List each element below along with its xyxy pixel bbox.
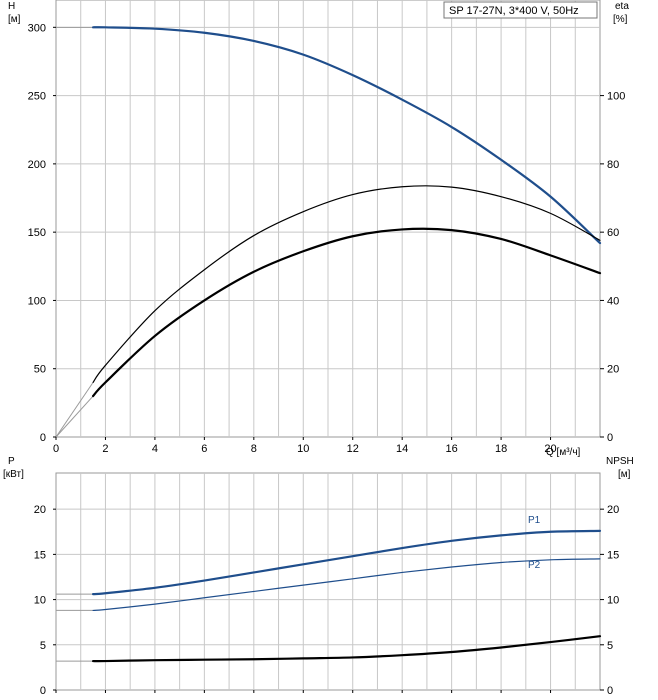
top-ticks: 0 2 4 6 8 10 12 14 16 18 2005010015020025030002040… [28, 22, 626, 455]
x-tick-label: 16 [446, 443, 458, 455]
x-tick-label: 6 [201, 443, 207, 455]
top-series-0-line [91, 26, 602, 245]
chart-title: SP 17-27N, 3*400 V, 50Hz [449, 5, 579, 17]
bottom-left-tick-label: 0 [40, 685, 46, 697]
x-tick-label: 18 [495, 443, 507, 455]
bottom-right-tick-label: 20 [607, 504, 619, 516]
bottom-right-axis-unit: [м] [618, 469, 631, 480]
top-series-2-extrapolation [55, 395, 94, 438]
bottom-left-tick-label: 5 [40, 640, 46, 652]
bottom-right-tick-label: 10 [607, 595, 619, 607]
top-series-1-extrapolation [55, 382, 94, 438]
x-tick-label: 20 [544, 443, 556, 455]
bottom-left-tick-label: 20 [34, 504, 46, 516]
head-efficiency-panel: 0 2 4 6 8 10 12 14 16 18 2005010015020025030002040… [8, 0, 629, 458]
bottom-right-tick-label: 5 [607, 640, 613, 652]
top-left-tick-label: 200 [28, 159, 46, 171]
top-curves [55, 26, 602, 438]
top-right-tick-label: 100 [607, 91, 625, 103]
top-left-tick-label: 150 [28, 227, 46, 239]
bottom-left-tick-label: 15 [34, 549, 46, 561]
bottom-left-tick-label: 10 [34, 595, 46, 607]
bottom-series-1-line [92, 558, 601, 612]
series-label-p2: P2 [528, 560, 541, 571]
top-right-axis-name: eta [615, 1, 629, 12]
top-left-tick-label: 0 [40, 432, 46, 444]
bottom-series-0-line [91, 529, 602, 596]
top-right-tick-label: 0 [607, 432, 613, 444]
top-right-tick-label: 40 [607, 295, 619, 307]
x-tick-label: 12 [347, 443, 359, 455]
bottom-curves [56, 529, 602, 663]
bottom-right-tick-label: 15 [607, 549, 619, 561]
top-right-tick-label: 60 [607, 227, 619, 239]
top-right-tick-label: 80 [607, 159, 619, 171]
power-npsh-panel: 0 5 10 15 20 0 5 10 15 20 P [кВт] NPSH [м] P1 P2 [3, 456, 634, 697]
top-left-tick-label: 250 [28, 91, 46, 103]
x-axis-label: Q [м³/ч] [546, 447, 581, 458]
x-tick-label: 4 [152, 443, 158, 455]
chart-title-box: SP 17-27N, 3*400 V, 50Hz [443, 1, 598, 19]
top-series-2-line [91, 227, 602, 398]
series-label-p1: P1 [528, 515, 541, 526]
bottom-right-axis-name: NPSH [606, 456, 634, 467]
x-tick-label: 0 [53, 443, 59, 455]
top-left-axis-unit: [м] [8, 14, 21, 25]
top-left-tick-label: 300 [28, 22, 46, 34]
x-tick-label: 10 [297, 443, 309, 455]
bottom-grid [56, 473, 600, 690]
x-tick-label: 8 [251, 443, 257, 455]
top-right-tick-label: 20 [607, 364, 619, 376]
top-left-tick-label: 100 [28, 295, 46, 307]
top-left-tick-label: 50 [34, 364, 46, 376]
top-grid [56, 0, 600, 437]
x-tick-label: 14 [396, 443, 408, 455]
bottom-ticks: 0 5 10 15 20 0 5 10 15 20 [34, 504, 620, 697]
top-right-axis-unit: [%] [613, 14, 628, 25]
bottom-left-axis-name: P [8, 456, 15, 467]
bottom-right-tick-label: 0 [607, 685, 613, 697]
top-left-axis-name: H [8, 1, 15, 12]
bottom-left-axis-unit: [кВт] [3, 469, 24, 480]
bottom-series-2-line [91, 635, 602, 663]
x-tick-label: 2 [102, 443, 108, 455]
top-series-1-line [92, 185, 601, 383]
